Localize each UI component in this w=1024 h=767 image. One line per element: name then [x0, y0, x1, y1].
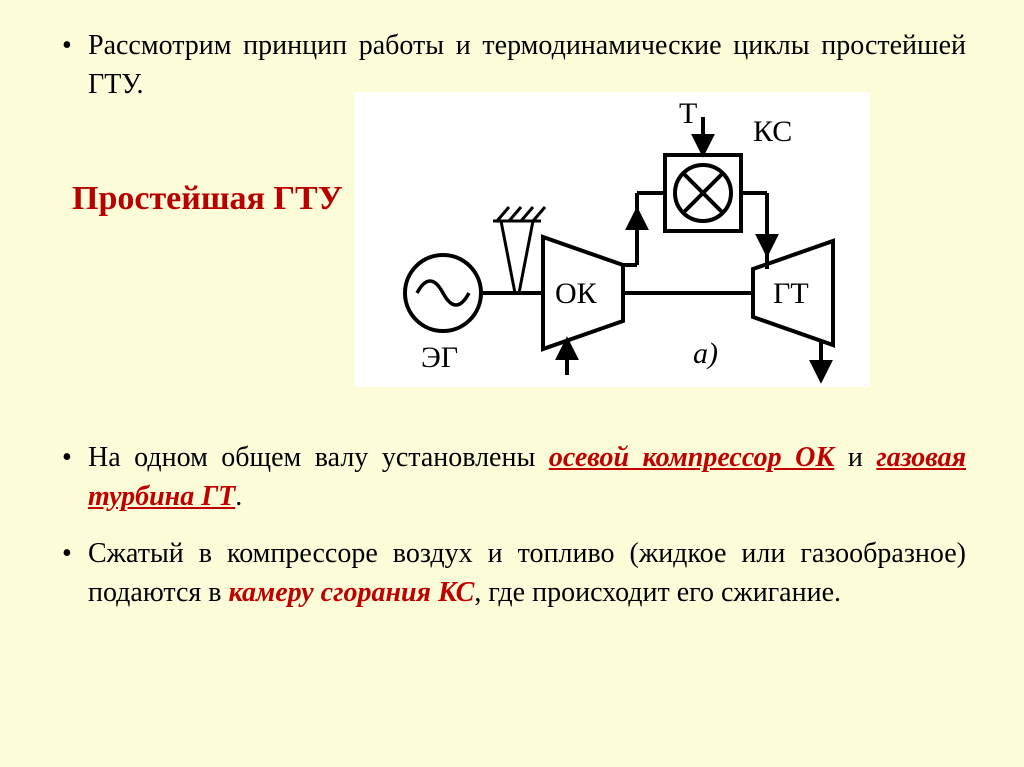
- label-a: а): [693, 337, 718, 370]
- bullet-2: На одном общем валу установлены осевой к…: [88, 438, 966, 516]
- label-kc: КС: [753, 115, 792, 148]
- pipe-ok-to-kc: [623, 193, 665, 265]
- emph-kc: камеру сгорания КС: [229, 577, 475, 608]
- combustor-kc: [665, 155, 741, 231]
- bullet-2-text-c: и: [834, 442, 876, 473]
- diagram-heading: Простейшая ГТУ: [72, 180, 343, 218]
- label-t: Т: [679, 97, 697, 130]
- slide: Рассмотрим принцип работы и термодинамич…: [0, 0, 1024, 767]
- gtu-schematic: Т КС ОК ГТ ЭГ а): [354, 92, 870, 387]
- generator-eg: [405, 255, 481, 331]
- emph-ok: осевой компрессор ОК: [549, 442, 835, 473]
- bullet-2-text-e: .: [235, 481, 242, 512]
- label-ok: ОК: [555, 277, 598, 310]
- label-gt: ГТ: [773, 277, 809, 310]
- bullet-3: Сжатый в компрессоре воздух и топливо (ж…: [88, 534, 966, 612]
- pipe-kc-to-gt: [741, 193, 767, 269]
- ground-hatch: [493, 207, 545, 293]
- bullet-2-text-a: На одном общем валу установлены: [88, 442, 549, 473]
- bullet-3-text-c: , где происходит его сжигание.: [474, 577, 841, 608]
- label-eg: ЭГ: [421, 341, 458, 374]
